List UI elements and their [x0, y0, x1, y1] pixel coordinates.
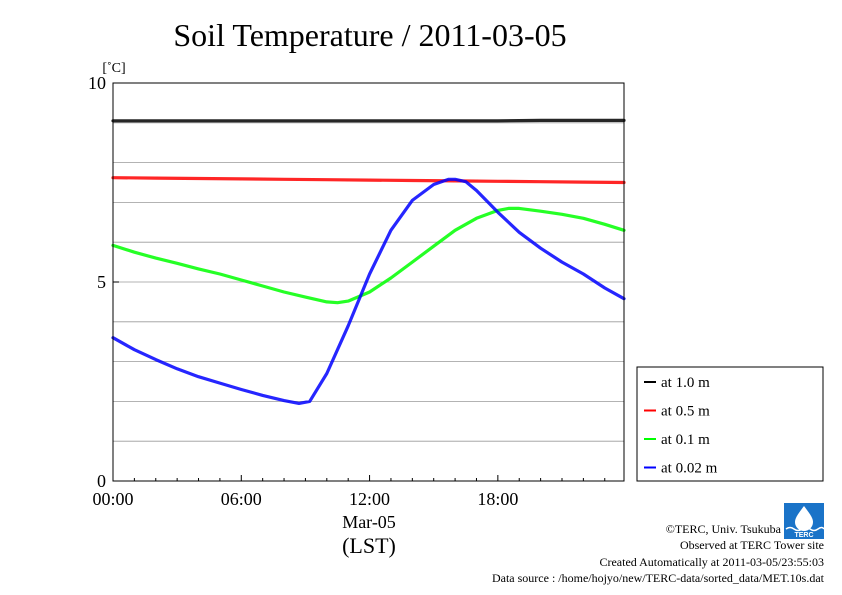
- series-line-at-0-02-m: [111, 177, 626, 405]
- legend-entry: at 0.5 m: [661, 404, 710, 420]
- x-tick-label: 00:00: [92, 489, 133, 509]
- x-axis-unit-label: (LST): [342, 533, 396, 558]
- series-line-at-0-5-m: [111, 176, 626, 185]
- footer-copyright: ©TERC, Univ. Tsukuba: [665, 522, 781, 536]
- series-line-at-0-1-m: [111, 206, 626, 305]
- chart-title: Soil Temperature / 2011-03-05: [173, 17, 566, 53]
- legend-entry: at 1.0 m: [661, 375, 710, 391]
- y-tick-label: 10: [88, 73, 106, 93]
- grid-lines: [113, 122, 624, 442]
- x-tick-label: 18:00: [477, 489, 518, 509]
- legend: at 1.0 m at 0.5 m at 0.1 m at 0.02 m: [636, 366, 824, 482]
- x-tick-label: 12:00: [349, 489, 390, 509]
- series-lines: [111, 118, 626, 405]
- y-axis-unit-label: [˚C]: [102, 61, 125, 76]
- y-tick-label: 5: [97, 272, 106, 292]
- legend-box: [636, 366, 824, 482]
- x-axis-date-label: Mar-05: [342, 512, 396, 532]
- footer-observed: Observed at TERC Tower site: [679, 538, 824, 552]
- footer-created: Created Automatically at 2011-03-05/23:5…: [599, 555, 824, 569]
- legend-entry: at 0.1 m: [661, 432, 710, 448]
- axis-ticks: 00:00 06:00 12:00 18:00 0 5 10: [88, 73, 606, 509]
- footer-source: Data source : /home/hojyo/new/TERC-data/…: [491, 571, 824, 585]
- x-tick-label: 06:00: [221, 489, 262, 509]
- y-tick-label: 0: [97, 471, 106, 491]
- terc-logo: TERC: [784, 503, 825, 539]
- terc-logo-text: TERC: [794, 532, 813, 539]
- legend-entry: at 0.02 m: [661, 461, 718, 477]
